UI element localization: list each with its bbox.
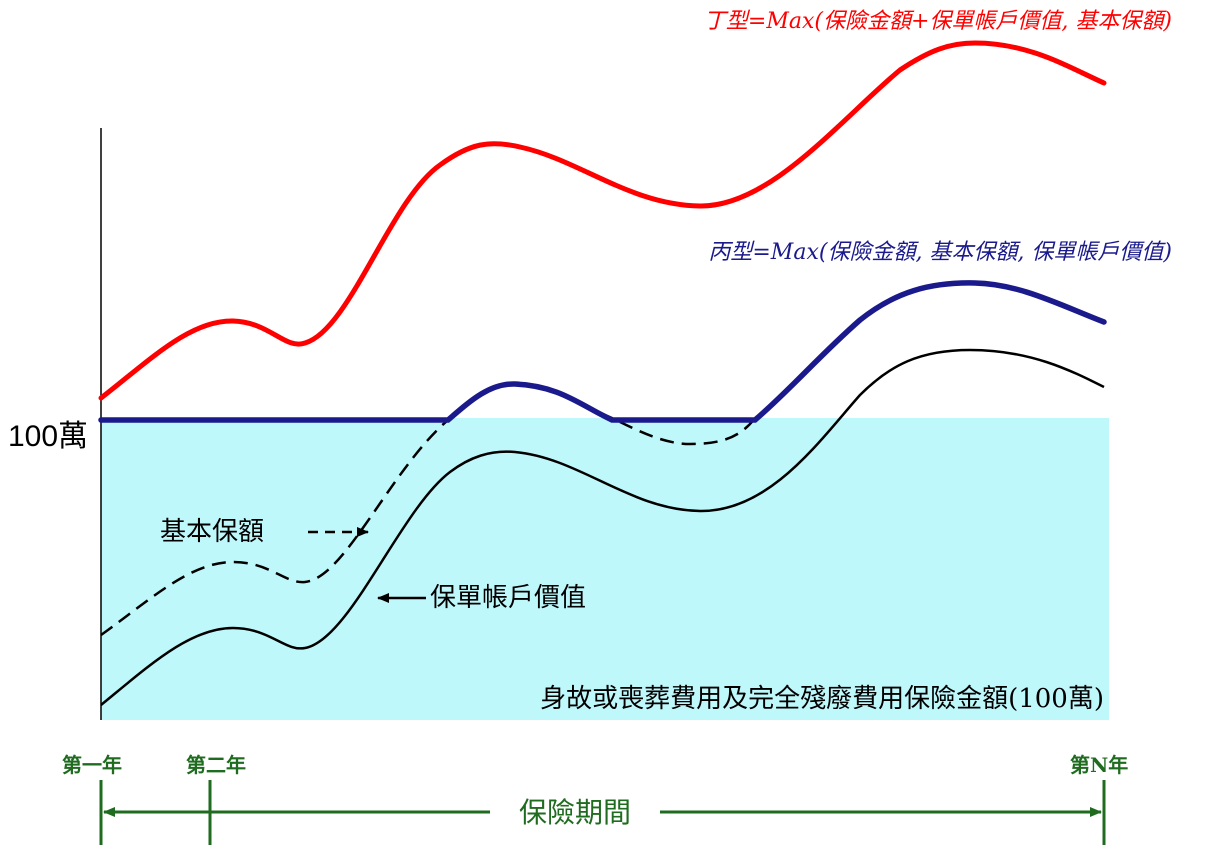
- account-value-label: 保單帳戶價值: [430, 583, 586, 613]
- insured-amount-region: [101, 418, 1109, 720]
- year-n-label: 第N年: [1070, 753, 1128, 777]
- year-2-label: 第二年: [186, 753, 246, 777]
- level-100-label: 100萬: [8, 420, 88, 453]
- type-d-label: 丁型=Max(保險金額+保單帳戶價值, 基本保額): [704, 9, 1172, 34]
- type-c-curve: [98, 280, 1107, 423]
- type-d-curve: [98, 40, 1107, 401]
- type-c-label: 丙型=Max(保險金額, 基本保額, 保單帳戶價值): [708, 240, 1172, 265]
- period-label: 保險期間: [519, 796, 631, 829]
- year-1-label: 第一年: [62, 753, 122, 777]
- baseline-label: 身故或喪葬費用及完全殘廢費用保險金額(100萬): [540, 684, 1104, 714]
- basic-amount-label: 基本保額: [160, 517, 264, 547]
- account-value-curve: [100, 348, 1105, 706]
